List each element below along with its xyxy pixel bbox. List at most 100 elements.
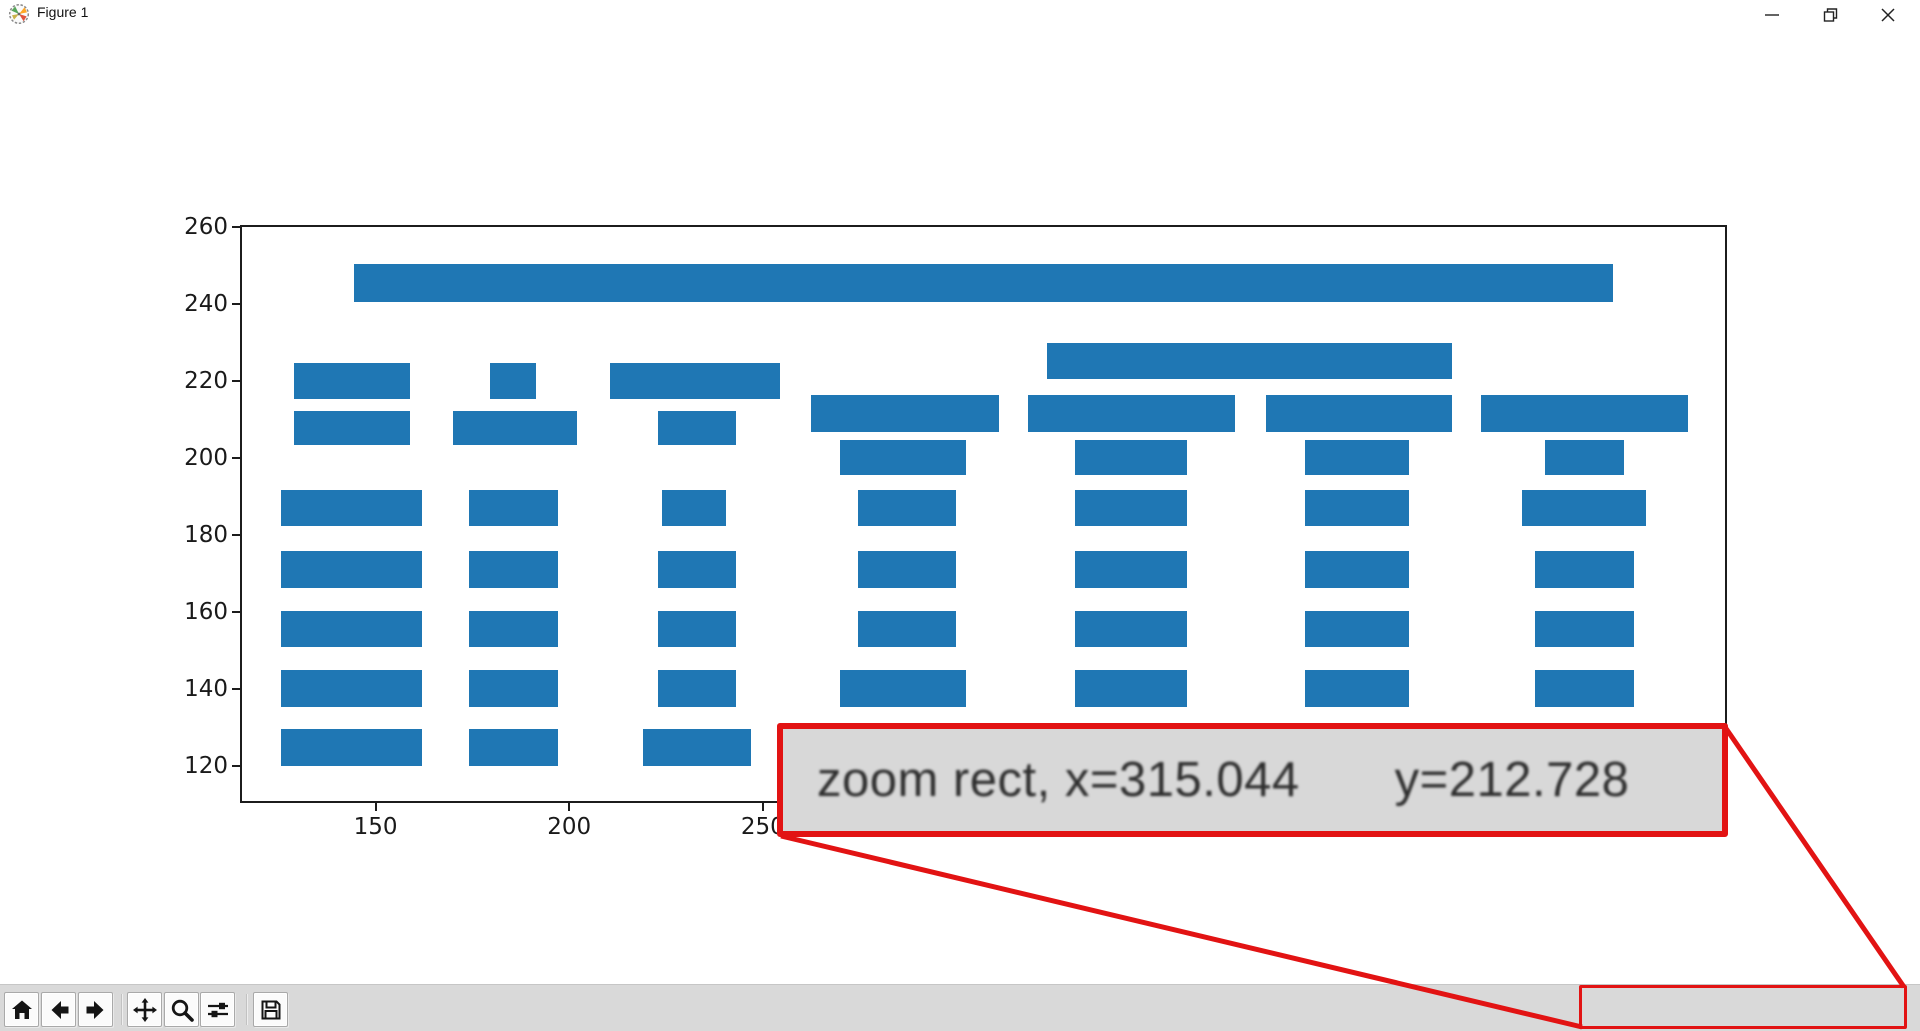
magnified-coords-x: zoom rect, x=315.044 [817, 753, 1300, 807]
bar [1303, 438, 1411, 476]
magnified-status-text: zoom rect, x=315.044 y=212.728 [783, 752, 1629, 808]
callout-line-right [1722, 725, 1907, 989]
bar [657, 669, 737, 708]
pan-button[interactable] [127, 992, 162, 1027]
bar [1534, 669, 1635, 708]
bar [467, 489, 559, 528]
bar [1073, 609, 1188, 649]
bar [467, 609, 559, 649]
bar [1265, 394, 1454, 433]
magnified-coords-y: y=212.728 [1394, 753, 1630, 807]
forward-arrow-icon [86, 1000, 103, 1019]
bar [452, 409, 578, 447]
bar [279, 609, 423, 649]
bar [1073, 438, 1188, 476]
back-arrow-icon [51, 1000, 68, 1019]
x-tick-label: 200 [547, 814, 592, 840]
bar [608, 362, 782, 400]
toolbar-separator [121, 994, 123, 1025]
save-floppy-icon [261, 1000, 280, 1019]
bar [856, 489, 958, 528]
toolbar-separator [246, 994, 248, 1025]
plot-area[interactable]: 150 200 250 120 140 160 180 200 220 240 260 [184, 214, 1727, 840]
magnified-status-callout: zoom rect, x=315.044 y=212.728 [777, 723, 1728, 837]
y-tick-label: 220 [184, 368, 228, 395]
close-button[interactable] [1864, 0, 1911, 30]
bar [1480, 394, 1690, 433]
back-button[interactable] [41, 992, 76, 1027]
bar [839, 438, 967, 476]
bar [279, 728, 423, 767]
minimize-icon [1764, 14, 1779, 16]
bar [1073, 550, 1188, 589]
y-tick-label: 260 [184, 214, 228, 240]
bar [657, 609, 737, 649]
bar [1534, 609, 1635, 649]
x-tick-label: 150 [353, 814, 398, 840]
bar [1303, 669, 1411, 708]
bar [856, 609, 958, 649]
bar [661, 489, 727, 528]
y-tick-label: 180 [184, 522, 228, 549]
y-tick-label: 120 [184, 753, 228, 780]
x-tick-mark [568, 803, 571, 811]
bar [488, 362, 538, 400]
bar [293, 409, 412, 447]
bar [1026, 394, 1237, 433]
y-tick-mark [232, 226, 240, 228]
bar [467, 728, 559, 767]
title-bar: Figure 1 [0, 0, 1920, 30]
bar [1534, 550, 1635, 589]
magnifier-icon [171, 999, 194, 1022]
bar [856, 550, 958, 589]
y-tick-mark [232, 303, 240, 305]
y-tick-mark [232, 688, 240, 691]
bar [279, 489, 423, 528]
y-tick-mark [232, 457, 240, 460]
y-tick-mark [232, 534, 240, 537]
bar [1303, 609, 1411, 649]
forward-button[interactable] [78, 992, 113, 1027]
pan-move-icon [132, 997, 157, 1022]
y-tick-mark [232, 765, 240, 768]
bar [1046, 342, 1453, 380]
bar [1073, 669, 1188, 708]
x-tick-mark [374, 803, 377, 811]
bar [353, 263, 1614, 304]
bar [293, 362, 412, 400]
bar [1520, 489, 1647, 528]
bar [467, 669, 559, 708]
close-icon [1880, 8, 1895, 22]
bar [279, 669, 423, 708]
configure-subplots-button[interactable] [200, 992, 235, 1027]
home-icon [11, 1000, 32, 1019]
y-tick-label: 240 [184, 291, 228, 317]
bar [1303, 489, 1411, 528]
x-tick-mark [761, 803, 764, 811]
toolbar-statusbar: zoom rect, x=315.044 y=212.728 [0, 984, 1920, 1031]
bar [810, 394, 1000, 433]
y-tick-mark [232, 380, 240, 383]
y-tick-label: 200 [184, 445, 228, 472]
sliders-icon [207, 1002, 228, 1017]
save-button[interactable] [253, 992, 288, 1027]
bar [1303, 550, 1411, 589]
bar [641, 728, 753, 767]
y-tick-label: 140 [184, 676, 228, 703]
bar [279, 550, 423, 589]
minimize-button[interactable] [1748, 0, 1795, 30]
bar [839, 669, 967, 708]
bar [1073, 489, 1188, 528]
matplotlib-logo-icon [8, 3, 30, 25]
bar [1543, 438, 1626, 476]
y-tick-mark [232, 611, 240, 614]
bar [657, 550, 737, 589]
restore-icon [1823, 8, 1837, 22]
restore-button[interactable] [1806, 0, 1853, 30]
bar [657, 409, 737, 447]
home-button[interactable] [4, 992, 39, 1027]
zoom-rect-button[interactable] [164, 992, 199, 1027]
window-title: Figure 1 [37, 4, 89, 20]
bar [467, 550, 559, 589]
y-tick-label: 160 [184, 599, 228, 626]
